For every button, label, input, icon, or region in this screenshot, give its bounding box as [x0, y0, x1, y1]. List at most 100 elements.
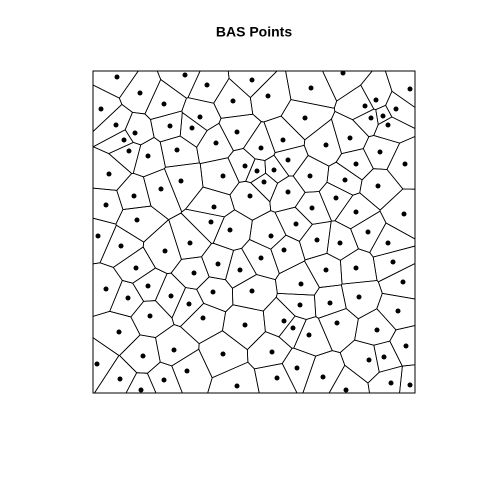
point — [323, 267, 329, 273]
voronoi-cell — [130, 300, 175, 339]
point — [220, 173, 226, 179]
point — [366, 357, 372, 363]
point — [258, 255, 264, 261]
point — [121, 137, 127, 143]
point — [133, 265, 139, 271]
voronoi-cell — [179, 111, 208, 148]
point — [353, 161, 359, 167]
point — [189, 125, 195, 131]
point — [215, 261, 221, 267]
voronoi-cell — [386, 135, 416, 190]
point — [402, 161, 408, 167]
point — [340, 70, 346, 76]
point — [227, 227, 233, 233]
point — [187, 240, 193, 246]
point — [368, 115, 374, 121]
plot-border — [92, 70, 416, 394]
voronoi-cell — [302, 350, 346, 394]
point — [362, 103, 368, 109]
point — [403, 343, 409, 349]
point — [285, 157, 291, 163]
voronoi-cell — [367, 365, 403, 394]
point — [297, 302, 303, 308]
point — [356, 294, 362, 300]
point — [132, 130, 138, 136]
point — [147, 313, 153, 319]
point — [162, 248, 168, 254]
point — [204, 82, 210, 88]
voronoi-cell — [303, 118, 342, 167]
point — [377, 149, 383, 155]
point — [294, 365, 300, 371]
point — [114, 74, 120, 80]
point — [211, 204, 217, 210]
point — [337, 240, 343, 246]
point — [365, 229, 371, 235]
voronoi-cell — [359, 168, 404, 211]
point — [200, 315, 206, 321]
point — [118, 243, 124, 249]
point — [314, 237, 320, 243]
voronoi-cell — [163, 162, 204, 213]
point — [161, 101, 167, 107]
voronoi-cell — [144, 78, 187, 120]
point — [210, 289, 216, 295]
point — [261, 179, 267, 185]
point — [249, 288, 255, 294]
point — [167, 123, 173, 129]
voronoi-cell — [196, 276, 234, 313]
voronoi-cell — [340, 280, 383, 320]
voronoi-cell — [146, 361, 183, 394]
voronoi-cell — [242, 121, 276, 161]
voronoi-cell — [184, 186, 235, 218]
voronoi-cell — [249, 70, 292, 123]
voronoi-cell — [379, 188, 416, 240]
point — [182, 72, 188, 78]
point — [106, 171, 112, 177]
point — [103, 286, 109, 292]
point — [309, 205, 315, 211]
voronoi-cell — [385, 90, 416, 130]
voronoi-cell — [273, 144, 309, 177]
voronoi-cell — [142, 168, 183, 221]
point — [375, 183, 381, 189]
voronoi-cell — [201, 242, 235, 281]
voronoi-cell — [92, 217, 117, 265]
point — [103, 202, 109, 208]
voronoi-cell — [321, 70, 374, 102]
point — [145, 153, 151, 159]
point — [306, 332, 312, 338]
voronoi-cell — [264, 154, 290, 184]
point — [247, 193, 253, 199]
point — [285, 189, 291, 195]
point — [125, 295, 131, 301]
point — [134, 217, 140, 223]
point — [307, 173, 313, 179]
point — [94, 361, 100, 367]
point — [407, 86, 413, 92]
point — [191, 270, 197, 276]
point — [385, 240, 391, 246]
point — [308, 85, 314, 91]
point — [208, 219, 214, 225]
point — [131, 193, 137, 199]
point — [353, 265, 359, 271]
point — [281, 247, 287, 253]
voronoi-cell — [389, 325, 416, 367]
point — [298, 281, 304, 287]
point — [274, 375, 280, 381]
voronoi-cell — [150, 110, 183, 143]
point — [323, 142, 329, 148]
point — [373, 97, 379, 103]
voronoi-cell — [318, 181, 354, 222]
point — [400, 279, 406, 285]
voronoi-cell — [155, 324, 200, 367]
point — [293, 221, 299, 227]
point — [186, 301, 192, 307]
voronoi-cell — [317, 308, 359, 354]
voronoi-cell — [280, 99, 336, 141]
voronoi-cell — [171, 287, 205, 328]
point — [334, 320, 340, 326]
voronoi-cell — [399, 364, 416, 394]
voronoi-cell — [199, 157, 240, 196]
